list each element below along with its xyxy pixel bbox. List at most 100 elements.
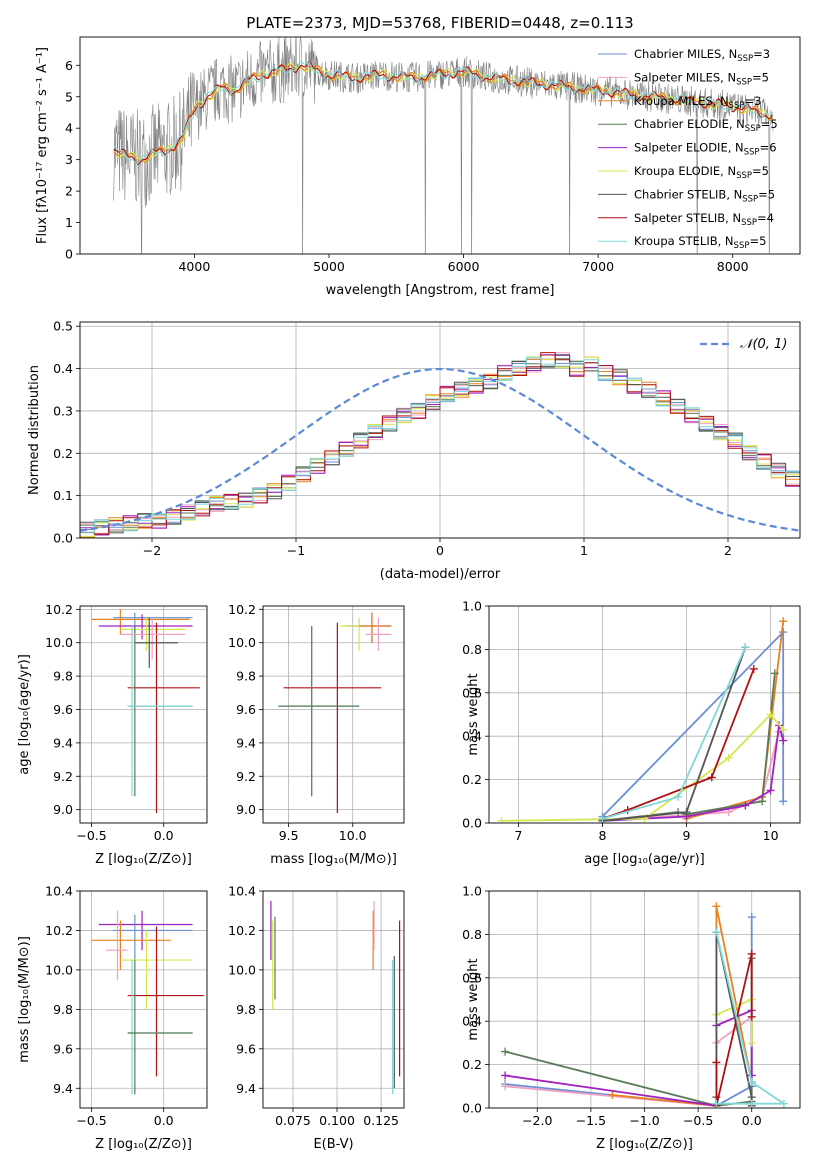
y-tick-label: 10.0 bbox=[45, 635, 73, 650]
data-point-marker bbox=[674, 792, 683, 801]
y-axis-label: age [log₁₀(age/yr)] bbox=[17, 654, 32, 775]
x-axis-label: E(B-V) bbox=[313, 1137, 353, 1152]
x-axis-label: mass [log₁₀(M/M⊙)] bbox=[270, 852, 397, 867]
residuals-plot-area bbox=[80, 322, 800, 538]
data-point-marker bbox=[747, 1077, 756, 1086]
series-line bbox=[602, 731, 780, 822]
y-tick-label: 9.2 bbox=[236, 769, 256, 784]
y-tick-label: 9.2 bbox=[53, 769, 73, 784]
x-axis-label: Z [log₁₀(Z/Z⊙)] bbox=[95, 1137, 192, 1152]
data-point-marker bbox=[770, 669, 779, 678]
data-point-marker bbox=[501, 1082, 510, 1091]
y-tick-label: 9.6 bbox=[53, 702, 73, 717]
y-tick-label: 0.6 bbox=[462, 970, 482, 985]
x-tick-label: 7000 bbox=[582, 259, 614, 274]
model-line-kroupa-miles bbox=[113, 64, 773, 163]
y-tick-label: 0.1 bbox=[53, 488, 73, 503]
x-tick-label: 10 bbox=[763, 828, 779, 843]
x-tick-label: −0.5 bbox=[76, 1113, 106, 1128]
series-line bbox=[715, 953, 753, 1107]
y-tick-label: 9.0 bbox=[53, 802, 73, 817]
x-tick-label: −1.5 bbox=[576, 1113, 606, 1128]
x-tick-label: 9 bbox=[683, 828, 691, 843]
data-point-marker bbox=[501, 1071, 510, 1080]
age-vs-mass-frame bbox=[262, 605, 405, 824]
y-tick-label: 10.0 bbox=[45, 962, 73, 977]
figure-title: PLATE=2373, MJD=53768, FIBERID=0448, z=0… bbox=[246, 14, 633, 32]
y-tick-label: 9.8 bbox=[236, 669, 256, 684]
legend-label: Kroupa STELIB, NSSP=5 bbox=[634, 234, 766, 251]
x-tick-label: 0.0 bbox=[742, 1113, 762, 1128]
y-tick-label: 1.0 bbox=[462, 884, 482, 899]
y-tick-label: 9.6 bbox=[53, 1041, 73, 1056]
y-axis-label: mass weight bbox=[466, 958, 481, 1040]
mass-vs-Z-frame bbox=[79, 890, 208, 1109]
series-line bbox=[505, 917, 753, 1107]
x-tick-label: −0.5 bbox=[76, 828, 106, 843]
x-tick-label: 0.125 bbox=[363, 1113, 399, 1128]
y-axis-label: mass [log₁₀(M/M⊙)] bbox=[17, 936, 32, 1063]
y-tick-label: 0.5 bbox=[53, 319, 73, 334]
y-tick-label: 0.0 bbox=[53, 531, 73, 546]
mass-weight-vs-age-plot-area bbox=[489, 606, 800, 823]
y-tick-label: 0.8 bbox=[462, 927, 482, 942]
y-tick-label: 0.6 bbox=[462, 685, 482, 700]
legend-label: Chabrier MILES, NSSP=3 bbox=[634, 47, 770, 64]
x-tick-label: −1 bbox=[287, 543, 305, 558]
panel-mass-weight-vs-age: 7 8 9 10 0.0 0.2 0.4 0.6 0.8 1.0 age [log₁₀(age/yr… bbox=[462, 599, 801, 867]
y-tick-label: 9.4 bbox=[53, 1081, 73, 1096]
y-tick-label: 0.4 bbox=[462, 729, 482, 744]
y-tick-label: 9.8 bbox=[53, 1002, 73, 1017]
data-point-marker bbox=[779, 628, 788, 637]
legend-label: Kroupa MILES, NSSP=3 bbox=[634, 94, 761, 111]
legend-label: Salpeter STELIB, NSSP=4 bbox=[634, 211, 774, 228]
data-point-marker bbox=[724, 753, 733, 762]
y-tick-label: 10.0 bbox=[228, 962, 256, 977]
y-axis-label: mass weight bbox=[466, 673, 481, 755]
data-point-marker bbox=[758, 797, 767, 806]
x-tick-label: 0.0 bbox=[154, 828, 174, 843]
data-point-marker bbox=[747, 949, 756, 958]
x-tick-label: 0.100 bbox=[319, 1113, 355, 1128]
x-tick-label: 6000 bbox=[448, 259, 480, 274]
x-tick-label: 8000 bbox=[717, 259, 749, 274]
data-point-marker bbox=[497, 816, 506, 823]
data-point-marker bbox=[747, 1099, 756, 1108]
histogram-step bbox=[80, 354, 800, 534]
y-tick-label: 9.4 bbox=[53, 735, 73, 750]
data-point-marker bbox=[608, 1090, 617, 1099]
x-tick-label: 0 bbox=[436, 543, 444, 558]
series-line bbox=[504, 1009, 753, 1107]
y-tick-label: 0.0 bbox=[462, 816, 482, 831]
y-tick-label: 9.8 bbox=[53, 669, 73, 684]
mass-vs-EBV-frame bbox=[262, 890, 405, 1109]
y-tick-label: 0.4 bbox=[462, 1014, 482, 1029]
data-point-marker bbox=[707, 773, 716, 782]
y-tick-label: 10.2 bbox=[45, 602, 73, 617]
data-point-marker bbox=[598, 814, 607, 823]
legend-label: 𝒩(0, 1) bbox=[740, 337, 787, 352]
x-axis-label: (data-model)/error bbox=[380, 567, 501, 582]
panel-mass-weight-vs-Z: −2.0 −1.5 −1.0 −0.5 0.0 0.0 0.2 0.4 0.6 0.8 1.0 Z [… bbox=[462, 884, 801, 1152]
spectrum-frame bbox=[79, 36, 801, 255]
residuals-frame bbox=[79, 321, 801, 539]
x-tick-label: 0.0 bbox=[154, 1113, 174, 1128]
x-tick-label: −0.5 bbox=[683, 1113, 713, 1128]
data-point-marker bbox=[747, 1012, 756, 1021]
panel-spectrum: 4000 5000 6000 7000 8000 0 1 2 3 4 5 6 Chabrier MILE… bbox=[35, 36, 801, 298]
y-tick-label: 1.0 bbox=[462, 599, 482, 614]
y-tick-label: 10.2 bbox=[228, 923, 256, 938]
x-tick-label: 9.5 bbox=[279, 828, 299, 843]
data-point-marker bbox=[749, 664, 758, 673]
x-tick-label: 7 bbox=[514, 828, 522, 843]
model-line-salpeter-stelib bbox=[113, 61, 773, 166]
data-point-marker bbox=[501, 1047, 510, 1056]
series-line bbox=[612, 906, 753, 1107]
normal-curve bbox=[80, 367, 800, 532]
data-point-marker bbox=[741, 643, 750, 652]
histogram-step bbox=[80, 352, 800, 535]
data-point-marker bbox=[766, 710, 775, 719]
legend-label: Salpeter MILES, NSSP=5 bbox=[634, 70, 769, 87]
spectrum-plot-area bbox=[113, 37, 774, 254]
